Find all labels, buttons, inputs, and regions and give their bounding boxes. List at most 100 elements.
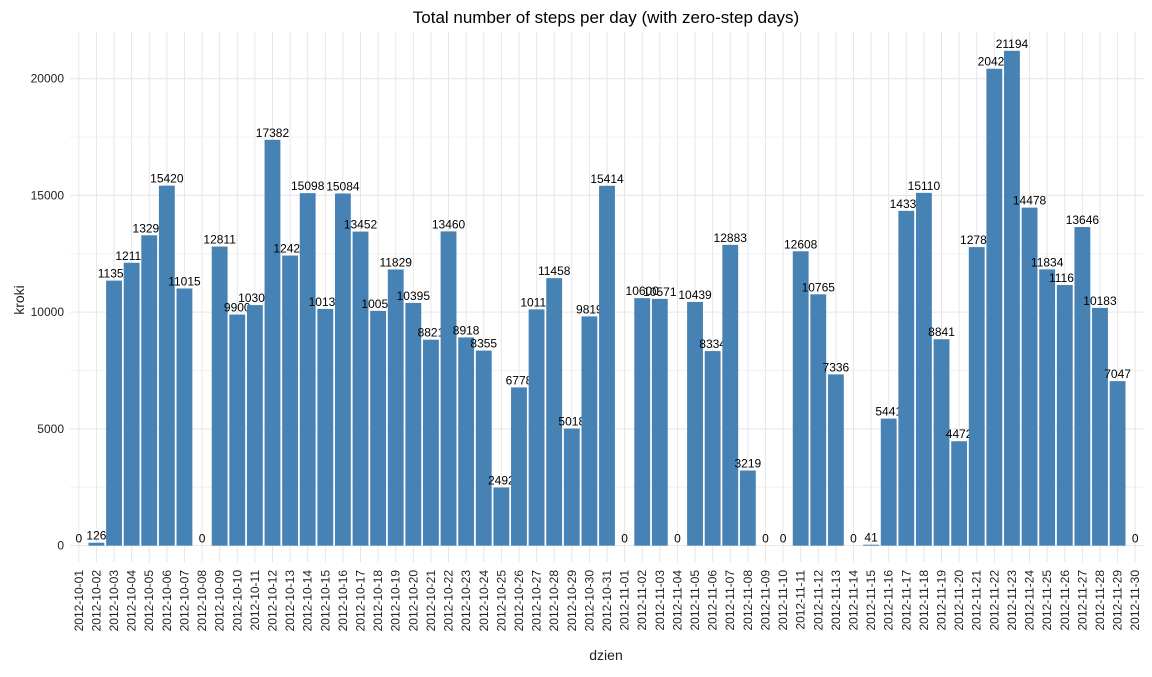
bar (1021, 207, 1038, 546)
bar (176, 288, 193, 546)
bar (282, 255, 299, 546)
data-label: 12811 (203, 233, 236, 247)
data-label: 12426 (273, 242, 307, 256)
x-tick-label: 2012-11-05 (688, 570, 702, 631)
plot-area: 0 5000 10000 15000 20000 0 2012-10-01 126 2012-1… (31, 32, 1144, 631)
x-tick-label: 2012-11-01 (618, 570, 632, 631)
data-label: 6778 (506, 373, 533, 387)
x-tick-label: 2012-10-26 (512, 570, 526, 632)
x-tick-label: 2012-11-27 (1075, 570, 1089, 631)
x-tick-label: 2012-10-03 (107, 570, 121, 632)
data-label: 14478 (1013, 194, 1047, 208)
data-label: 10183 (1083, 294, 1117, 308)
data-label: 15414 (590, 172, 624, 186)
x-tick-label: 2012-10-13 (283, 570, 297, 632)
bar (792, 251, 809, 546)
bar (863, 544, 880, 546)
x-tick-label: 2012-10-15 (318, 570, 332, 632)
bar (810, 294, 827, 546)
data-label: 0 (762, 532, 769, 546)
bar (634, 298, 651, 546)
data-label: 10056 (361, 297, 395, 311)
bar (599, 185, 615, 546)
bar (1039, 269, 1056, 546)
x-tick-label: 2012-11-23 (1005, 570, 1019, 631)
x-tick-label: 2012-11-13 (829, 570, 843, 631)
x-tick-label: 2012-10-06 (160, 570, 174, 632)
x-tick-label: 2012-11-10 (776, 570, 790, 631)
bar (915, 192, 932, 546)
bar (458, 337, 475, 546)
bar (299, 193, 316, 546)
data-label: 0 (1132, 532, 1139, 546)
data-label: 13294 (133, 221, 167, 235)
data-label: 10600 (626, 284, 660, 298)
bar (704, 351, 721, 546)
bar (423, 339, 439, 546)
data-label: 9900 (224, 301, 251, 315)
y-axis-title: kroki (11, 285, 27, 315)
x-tick-label: 2012-10-14 (301, 570, 315, 632)
x-tick-label: 2012-10-20 (406, 570, 420, 632)
x-tick-label: 2012-10-31 (600, 570, 614, 632)
y-tick-label: 10000 (31, 305, 65, 319)
x-tick-label: 2012-11-16 (882, 570, 896, 631)
x-tick-label: 2012-11-08 (741, 570, 755, 631)
x-tick-label: 2012-10-07 (177, 570, 191, 632)
x-tick-label: 2012-11-18 (917, 570, 931, 631)
x-tick-label: 2012-11-03 (653, 570, 667, 631)
x-tick-label: 2012-11-21 (970, 570, 984, 631)
chart-title: Total number of steps per day (with zero… (413, 8, 799, 27)
data-label: 10439 (678, 288, 712, 302)
data-label: 11162 (1049, 271, 1081, 285)
bar (1074, 227, 1091, 546)
x-tick-label: 2012-11-19 (935, 570, 949, 631)
bar (106, 280, 122, 546)
data-label: 4472 (946, 427, 973, 441)
data-label: 0 (199, 532, 206, 546)
x-tick-label: 2012-11-26 (1058, 570, 1072, 631)
x-tick-label: 2012-11-02 (635, 570, 649, 631)
x-tick-label: 2012-10-11 (248, 570, 262, 631)
bar (1109, 381, 1126, 546)
data-label: 15084 (326, 179, 360, 193)
bar (246, 305, 263, 546)
x-tick-label: 2012-10-02 (89, 570, 103, 632)
x-tick-label: 2012-10-29 (565, 570, 579, 632)
x-tick-label: 2012-11-17 (899, 570, 913, 631)
data-label: 10119 (520, 295, 553, 309)
x-tick-label: 2012-10-18 (371, 570, 385, 632)
data-label: 13646 (1066, 213, 1100, 227)
data-label: 7047 (1104, 367, 1131, 381)
bar (158, 185, 175, 546)
data-label: 11015 (168, 274, 201, 288)
bar (1092, 307, 1108, 546)
x-tick-label: 2012-11-29 (1111, 570, 1125, 631)
data-label: 8821 (418, 326, 445, 340)
data-label: 41 (864, 531, 878, 545)
x-tick-label: 2012-10-28 (547, 570, 561, 632)
data-label: 11834 (1031, 255, 1064, 269)
bar (968, 247, 985, 546)
x-tick-label: 2012-10-17 (354, 570, 368, 632)
bar (651, 298, 668, 546)
data-label: 8334 (699, 337, 726, 351)
x-tick-label: 2012-10-30 (582, 570, 596, 632)
bar (933, 339, 950, 546)
data-label: 11829 (379, 255, 412, 269)
data-label: 14339 (890, 197, 924, 211)
bar (440, 231, 457, 546)
data-label: 20427 (978, 55, 1012, 69)
data-label: 11352 (98, 267, 131, 281)
x-tick-label: 2012-10-22 (442, 570, 456, 632)
x-tick-label: 2012-11-15 (864, 570, 878, 631)
data-label: 10139 (309, 295, 343, 309)
bar (387, 269, 404, 546)
bar (493, 487, 510, 546)
data-label: 15110 (908, 179, 941, 193)
bar (475, 350, 492, 546)
bar (722, 244, 739, 546)
bar (211, 246, 228, 546)
y-tick-label: 5000 (37, 422, 64, 436)
